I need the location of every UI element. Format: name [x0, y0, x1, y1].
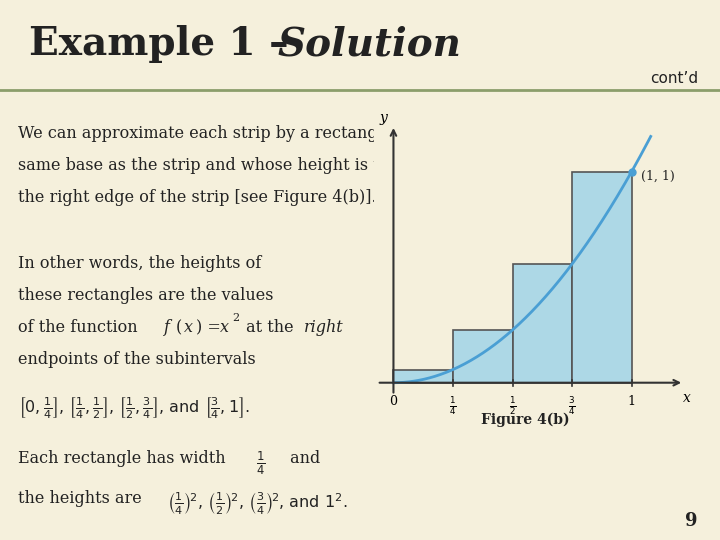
Bar [572, 172, 631, 383]
Bar [453, 330, 513, 383]
Bar [513, 264, 572, 383]
Text: We can approximate each strip by a rectangle that has the: We can approximate each strip by a recta… [18, 125, 495, 142]
Bar [393, 369, 453, 383]
Text: of the function: of the function [18, 319, 143, 336]
Text: the heights are: the heights are [18, 490, 147, 507]
Text: Figure 4(b): Figure 4(b) [481, 413, 570, 428]
Text: $\left(\frac{1}{4}\right)^{\!2}$, $\left(\frac{1}{2}\right)^{\!2}$, $\left(\frac: $\left(\frac{1}{4}\right)^{\!2}$, $\left… [167, 490, 348, 516]
Text: cont’d: cont’d [650, 71, 698, 85]
FancyBboxPatch shape [0, 0, 83, 42]
FancyBboxPatch shape [0, 0, 720, 92]
Text: Example 1 –: Example 1 – [29, 25, 302, 63]
Text: x: x [184, 319, 193, 336]
Text: 0: 0 [390, 395, 397, 408]
Text: f: f [163, 319, 169, 336]
Text: right: right [304, 319, 343, 336]
Text: x: x [220, 319, 228, 336]
Text: 2: 2 [232, 313, 239, 323]
Text: these rectangles are the values: these rectangles are the values [18, 287, 274, 304]
Text: 9: 9 [685, 512, 698, 530]
Text: y: y [380, 111, 388, 125]
Text: the right edge of the strip [see Figure 4(b)].: the right edge of the strip [see Figure … [18, 189, 377, 206]
Text: x: x [683, 391, 690, 405]
Text: 1: 1 [628, 395, 636, 408]
Text: ) =: ) = [196, 319, 226, 336]
Text: $\frac{1}{4}$: $\frac{1}{4}$ [256, 450, 266, 477]
Text: Solution: Solution [277, 25, 461, 63]
Text: at the: at the [241, 319, 299, 336]
Text: Each rectangle has width: Each rectangle has width [18, 450, 230, 467]
Text: (1, 1): (1, 1) [642, 170, 675, 183]
Text: (: ( [176, 319, 182, 336]
Text: $\frac{1}{4}$: $\frac{1}{4}$ [449, 395, 456, 417]
Text: same base as the strip and whose height is the same as: same base as the strip and whose height … [18, 157, 470, 174]
Text: $\frac{3}{4}$: $\frac{3}{4}$ [568, 395, 576, 417]
Text: endpoints of the subintervals: endpoints of the subintervals [18, 351, 256, 368]
Text: $\frac{1}{2}$: $\frac{1}{2}$ [509, 395, 516, 417]
Text: $\left[0, \frac{1}{4}\right]$, $\left[\frac{1}{4}, \frac{1}{2}\right]$, $\left[\: $\left[0, \frac{1}{4}\right]$, $\left[\f… [18, 395, 251, 421]
Text: In other words, the heights of: In other words, the heights of [18, 255, 261, 272]
Text: and: and [285, 450, 320, 467]
